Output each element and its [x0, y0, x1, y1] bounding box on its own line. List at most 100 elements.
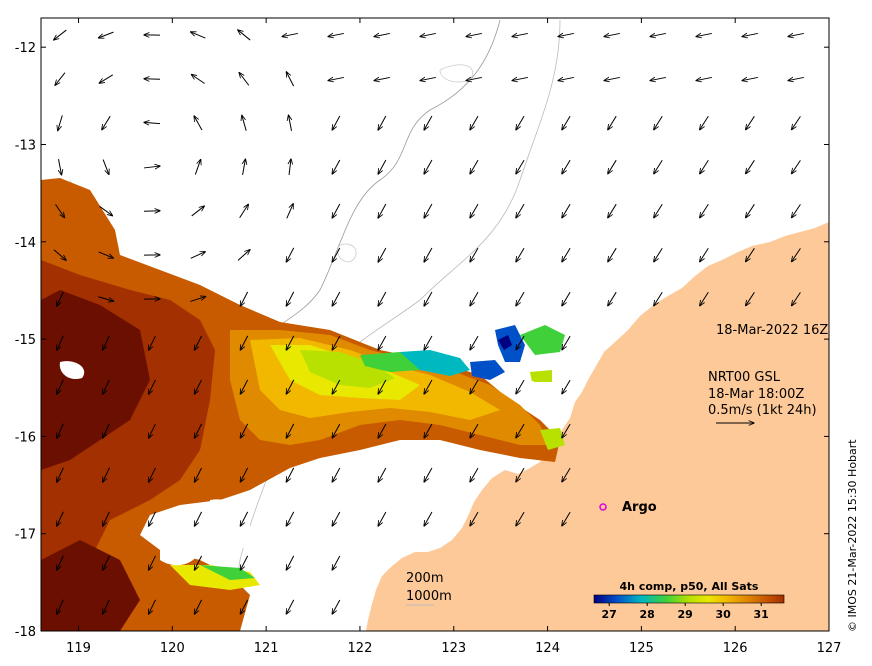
sst-swath-region — [200, 565, 255, 580]
bathymetry-1000m-label: 1000m — [406, 589, 452, 604]
current-vector — [562, 423, 571, 438]
current-vector — [424, 247, 433, 262]
current-vector — [470, 467, 479, 482]
current-vector — [194, 555, 203, 570]
lat-tick-label: -17 — [15, 528, 36, 543]
current-vector — [103, 511, 110, 526]
sst-swath-region — [540, 428, 565, 450]
current-vector — [424, 115, 433, 130]
current-vector — [424, 467, 433, 482]
lon-tick-label: 122 — [348, 641, 373, 656]
current-vector — [57, 335, 64, 351]
current-vector — [746, 116, 755, 129]
lon-tick-label: 125 — [629, 641, 654, 656]
current-vector — [604, 77, 620, 80]
current-vector — [57, 511, 64, 527]
current-vector — [562, 379, 571, 394]
current-vector — [374, 77, 390, 80]
current-vector — [57, 467, 64, 483]
current-vector — [654, 203, 663, 218]
current-vector — [286, 599, 295, 614]
current-vector — [604, 33, 620, 36]
current-vector — [55, 72, 66, 86]
current-vector — [742, 77, 758, 80]
current-vector — [470, 511, 479, 526]
current-vector — [470, 423, 479, 438]
bathymetry-200m-label: 200m — [406, 571, 443, 586]
current-vector — [788, 77, 804, 80]
current-vector — [190, 252, 206, 259]
land-mass — [366, 222, 829, 631]
current-vector — [53, 249, 66, 260]
current-vector — [190, 297, 205, 302]
current-vector — [378, 115, 387, 130]
lat-tick-label: -15 — [15, 333, 36, 348]
lon-tick-label: 127 — [817, 641, 842, 656]
current-vector — [286, 555, 295, 570]
current-vector — [470, 291, 479, 306]
current-vector — [194, 599, 203, 614]
current-vector — [608, 115, 617, 130]
current-vector — [470, 379, 479, 394]
current-vector — [470, 203, 479, 218]
current-vector — [700, 159, 709, 173]
current-vector — [194, 379, 203, 394]
current-vector — [58, 115, 63, 130]
current-vector — [378, 203, 387, 218]
current-vector — [143, 166, 160, 168]
lon-tick-label: 121 — [254, 641, 279, 656]
current-vector — [654, 247, 663, 262]
current-vector — [746, 160, 755, 173]
current-vector — [240, 423, 249, 438]
lon-tick-label: 123 — [441, 641, 466, 656]
lat-tick-label: -18 — [15, 625, 36, 640]
current-vector — [328, 33, 344, 36]
current-vector — [742, 33, 758, 36]
current-vector — [286, 467, 295, 482]
current-vector — [239, 73, 250, 86]
current-vector — [240, 291, 249, 306]
current-vector — [424, 335, 433, 350]
current-vector — [240, 379, 249, 394]
current-vector — [700, 291, 709, 305]
current-vector — [332, 511, 341, 526]
current-vector — [424, 423, 433, 438]
cloud-gap — [160, 534, 200, 566]
lat-tick-label: -12 — [15, 41, 36, 56]
current-vector — [788, 33, 804, 36]
current-vector — [332, 159, 341, 174]
current-vector — [194, 116, 203, 131]
current-vector — [57, 423, 64, 439]
current-vector — [240, 599, 249, 614]
current-vector — [562, 467, 571, 482]
current-vector — [378, 247, 387, 262]
current-vector — [240, 467, 249, 482]
current-vector — [98, 251, 114, 258]
current-vector — [792, 116, 801, 129]
current-vector — [148, 423, 156, 438]
current-vector — [424, 291, 433, 306]
current-vector — [98, 296, 113, 302]
colorbar-tick-label: 27 — [602, 608, 617, 621]
sst-swath-region — [520, 325, 565, 355]
current-vector — [191, 75, 205, 84]
cloud-gap — [210, 499, 251, 549]
argo-float-marker — [599, 503, 607, 511]
current-vector — [286, 423, 295, 438]
sst-swath-region — [470, 360, 505, 380]
current-vector — [57, 291, 64, 307]
current-vector — [194, 511, 203, 526]
current-vector — [608, 247, 617, 262]
current-vector — [650, 77, 666, 80]
current-vector — [102, 115, 111, 130]
current-vector — [99, 31, 114, 38]
current-vector — [332, 379, 341, 394]
current-vector — [792, 204, 801, 217]
argo-label: Argo — [622, 500, 657, 515]
current-vector — [516, 203, 525, 218]
current-vector — [424, 159, 433, 174]
current-vector — [194, 467, 203, 482]
current-vector — [562, 115, 571, 130]
current-vector — [516, 247, 525, 262]
